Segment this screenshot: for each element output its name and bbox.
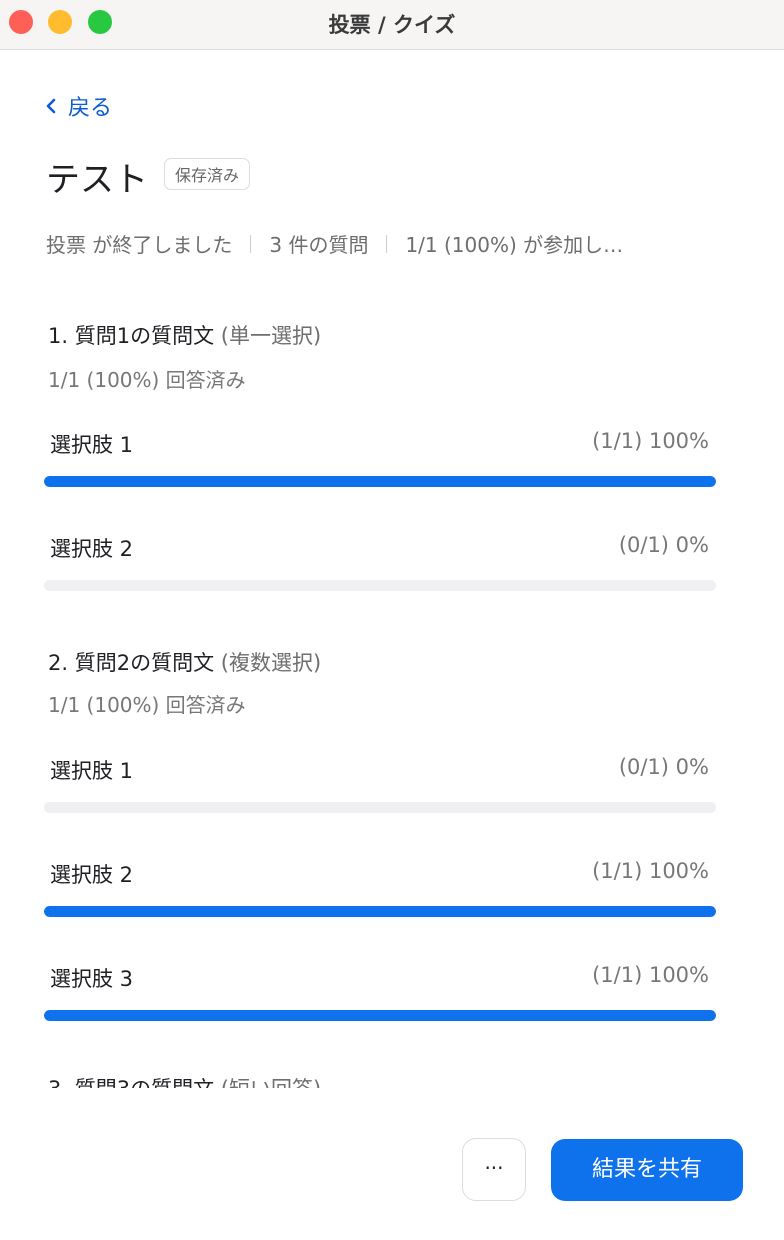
share-results-button[interactable]: 結果を共有 — [551, 1139, 743, 1201]
question-title: 2. 質問2の質問文 (複数選択) — [48, 647, 321, 677]
option-label: 選択肢 1 — [50, 759, 134, 783]
question-text: 3. 質問3の質問文 — [48, 1077, 214, 1088]
participation: 1/1 (100%) が参加し… — [405, 233, 624, 257]
question-count: 3 件の質問 — [269, 233, 369, 257]
more-options-button[interactable]: ··· — [462, 1138, 526, 1201]
back-label: 戻る — [68, 96, 113, 121]
close-window-button[interactable] — [9, 10, 33, 34]
minimize-window-button[interactable] — [48, 10, 72, 34]
question-title: 3. 質問3の質問文 (短い回答) — [48, 1073, 321, 1088]
divider — [386, 234, 388, 253]
poll-status: 投票 が終了しました — [46, 233, 233, 257]
back-button[interactable]: 戻る — [46, 90, 112, 122]
answered-count: 1/1 (100%) 回答済み — [48, 368, 246, 392]
question-text: 2. 質問2の質問文 — [48, 651, 215, 675]
divider — [250, 234, 252, 253]
question-type: (短い回答) — [221, 1077, 321, 1088]
option-value: (0/1) 0% — [618, 755, 709, 779]
option-value: (1/1) 100% — [592, 859, 709, 883]
option-label: 選択肢 2 — [50, 863, 134, 887]
progress-fill — [44, 1010, 716, 1021]
option-value: (1/1) 100% — [592, 963, 709, 987]
option-label: 選択肢 3 — [50, 967, 134, 991]
option-label: 選択肢 2 — [50, 537, 134, 561]
option-progress-bar — [44, 580, 716, 591]
progress-fill — [44, 906, 716, 917]
question-title: 1. 質問1の質問文 (単一選択) — [48, 320, 321, 350]
question-type: (単一選択) — [220, 324, 322, 348]
question-type: (複数選択) — [220, 651, 322, 675]
option-progress-bar — [44, 802, 716, 813]
chevron-left-icon — [46, 98, 56, 114]
zoom-window-button[interactable] — [88, 10, 112, 34]
option-value: (0/1) 0% — [618, 533, 709, 557]
option-value: (1/1) 100% — [592, 429, 709, 453]
poll-title: テスト — [46, 160, 148, 200]
option-progress-bar — [44, 906, 716, 917]
poll-meta: 投票 が終了しました 3 件の質問 1/1 (100%) が参加し… — [46, 229, 623, 258]
results-list[interactable]: 1. 質問1の質問文 (単一選択) 1/1 (100%) 回答済み 選択肢 1 … — [0, 290, 784, 1088]
title-bar: 投票 / クイズ — [0, 0, 784, 50]
progress-fill — [44, 476, 716, 487]
option-progress-bar — [44, 476, 716, 487]
answered-count: 1/1 (100%) 回答済み — [48, 693, 246, 717]
window-title: 投票 / クイズ — [328, 13, 456, 37]
option-label: 選択肢 1 — [50, 433, 134, 457]
saved-badge: 保存済み — [164, 158, 251, 190]
option-progress-bar — [44, 1010, 716, 1021]
question-text: 1. 質問1の質問文 — [48, 324, 215, 348]
